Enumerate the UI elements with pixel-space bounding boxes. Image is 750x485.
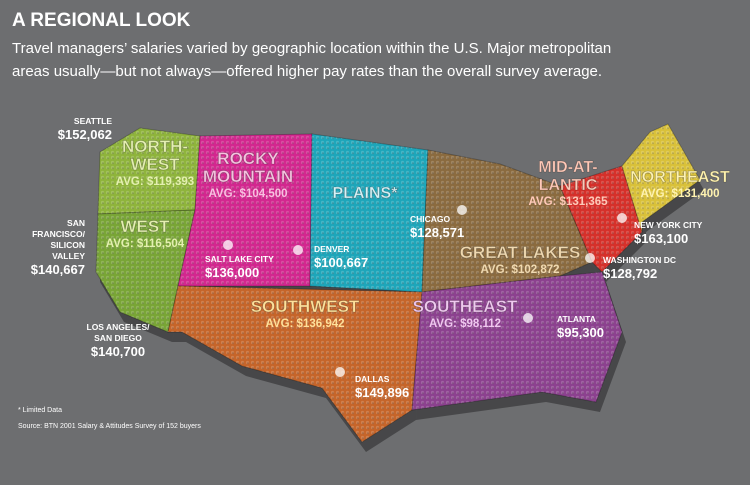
city-marker bbox=[335, 367, 345, 377]
city-marker bbox=[523, 313, 533, 323]
region-average: AVG: $136,942 bbox=[265, 318, 344, 330]
city-salary: $163,100 bbox=[634, 231, 688, 246]
city-salary: $100,667 bbox=[314, 255, 368, 270]
city-name: LOS ANGELES/ bbox=[87, 322, 151, 332]
region-name: SOUTHWEST bbox=[251, 297, 360, 316]
city-name: SILICON bbox=[51, 240, 85, 250]
region-average: AVG: $102,872 bbox=[480, 264, 559, 276]
city-salary: $95,300 bbox=[557, 325, 604, 340]
region-average: AVG: $98,112 bbox=[429, 318, 501, 330]
city-name: SAN bbox=[67, 218, 85, 228]
region-name: NORTH- bbox=[122, 137, 188, 156]
title: A REGIONAL LOOK bbox=[12, 10, 191, 31]
city-salary: $140,667 bbox=[31, 262, 85, 277]
city-salary: $140,700 bbox=[91, 344, 145, 359]
city-salary: $152,062 bbox=[58, 127, 112, 142]
region-average: AVG: $104,500 bbox=[208, 188, 287, 200]
city-name: FRANCISCO/ bbox=[32, 229, 86, 239]
city-name: DALLAS bbox=[355, 374, 390, 384]
region-name: SOUTHEAST bbox=[413, 297, 518, 316]
region-texture bbox=[310, 134, 428, 292]
city-marker bbox=[293, 245, 303, 255]
region-texture bbox=[560, 166, 642, 272]
city-name: SEATTLE bbox=[74, 116, 112, 126]
region-name: MID-AT- bbox=[538, 159, 597, 176]
city-name: WASHINGTON DC bbox=[603, 255, 676, 265]
city-marker bbox=[457, 205, 467, 215]
footnote: * Limited Data bbox=[18, 407, 62, 414]
city-salary: $136,000 bbox=[205, 265, 259, 280]
region-texture bbox=[168, 286, 422, 442]
regions bbox=[95, 123, 701, 443]
region-texture bbox=[96, 210, 195, 332]
region-average: AVG: $116,504 bbox=[106, 238, 185, 250]
subtitle: areas usually—but not always—offered hig… bbox=[12, 63, 602, 80]
city-name: DENVER bbox=[314, 244, 349, 254]
region-name: LANTIC bbox=[539, 177, 598, 194]
city-name: CHICAGO bbox=[410, 214, 451, 224]
city-name: ATLANTA bbox=[557, 314, 596, 324]
region-name: NORTHEAST bbox=[630, 169, 730, 186]
region-texture bbox=[178, 134, 312, 286]
region-name: GREAT LAKES bbox=[460, 243, 581, 262]
region-name: PLAINS* bbox=[333, 185, 399, 202]
region-average: AVG: $131,365 bbox=[528, 196, 608, 208]
region-texture bbox=[412, 272, 622, 410]
footnote: Source: BTN 2001 Salary & Attitudes Surv… bbox=[18, 423, 201, 430]
city-name: SAN DIEGO bbox=[94, 333, 142, 343]
region-texture bbox=[622, 124, 700, 232]
city-name: NEW YORK CITY bbox=[634, 220, 703, 230]
subtitle: Travel managers’ salaries varied by geog… bbox=[12, 40, 611, 57]
region-name: MOUNTAIN bbox=[203, 167, 293, 186]
city-salary: $128,571 bbox=[410, 225, 464, 240]
city-salary: $128,792 bbox=[603, 266, 657, 281]
region-name: WEST bbox=[130, 155, 180, 174]
city-marker bbox=[223, 240, 233, 250]
city-marker bbox=[585, 253, 595, 263]
city-name: VALLEY bbox=[52, 251, 85, 261]
region-average: AVG: $131,400 bbox=[640, 188, 719, 200]
region-name: WEST bbox=[120, 217, 170, 236]
region-texture bbox=[422, 150, 592, 292]
city-marker bbox=[617, 213, 627, 223]
city-name: SALT LAKE CITY bbox=[205, 254, 274, 264]
city-salary: $149,896 bbox=[355, 385, 409, 400]
region-average: AVG: $119,393 bbox=[116, 176, 194, 188]
region-texture bbox=[98, 128, 200, 214]
region-name: ROCKY bbox=[217, 149, 279, 168]
